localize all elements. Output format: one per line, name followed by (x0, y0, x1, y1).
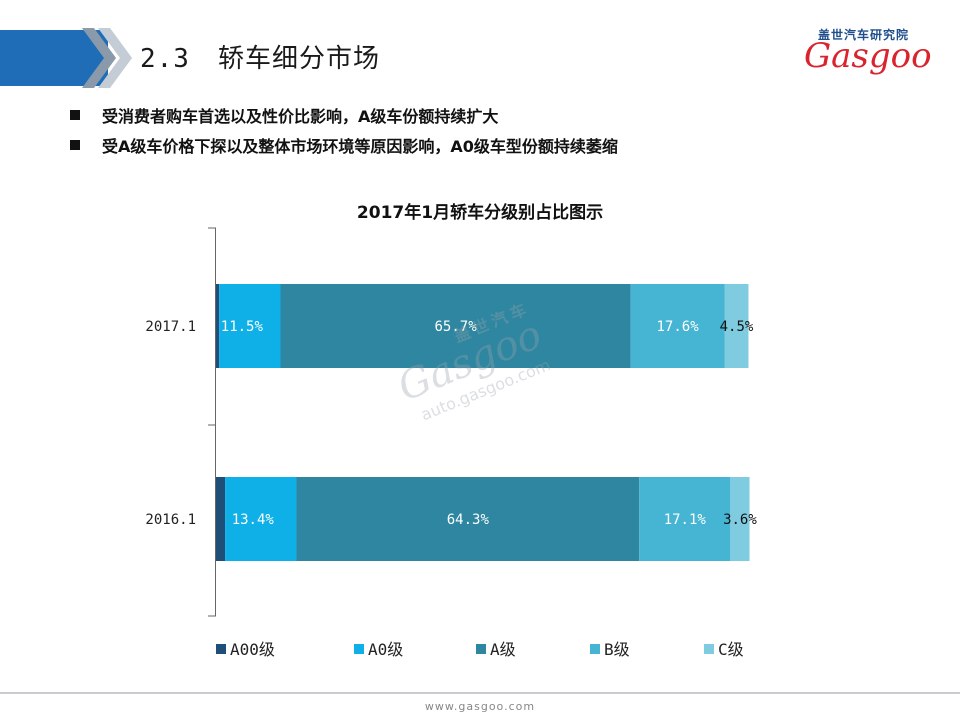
square-bullet-icon (70, 110, 80, 120)
page-title: 2.3 轿车细分市场 (140, 38, 380, 75)
legend-swatch (354, 644, 364, 654)
bullet-list: 受消费者购车首选以及性价比影响，A级车份额持续扩大 受A级车价格下探以及整体市场… (70, 100, 618, 160)
data-label: 65.7% (435, 319, 478, 335)
legend-label: A0级 (368, 640, 403, 659)
bar-segment (296, 477, 640, 561)
footer-divider (0, 692, 960, 694)
bullet-item: 受A级车价格下探以及整体市场环境等原因影响，A0级车型份额持续萎缩 (70, 130, 618, 160)
bullet-text: 受消费者购车首选以及性价比影响，A级车份额持续扩大 (102, 107, 499, 126)
header-accent-bar (0, 30, 108, 86)
bar-segment (219, 284, 281, 368)
footer-url: www.gasgoo.com (424, 700, 536, 713)
legend-swatch (704, 644, 714, 654)
data-label: 64.3% (447, 512, 490, 528)
bar-segment (730, 477, 750, 561)
square-bullet-icon (70, 140, 80, 150)
bar-segment (216, 284, 220, 368)
legend-swatch (590, 644, 600, 654)
logo-wordmark: Gasgoo (804, 36, 932, 76)
category-tick-label: 2016.1 (145, 512, 196, 528)
data-label: 13.4% (232, 512, 275, 528)
data-label: 17.1% (664, 512, 707, 528)
logo-word-text: Gasgoo (804, 36, 932, 76)
chevron-decoration-icon (82, 28, 132, 88)
logo-cn-text: 盖世汽车研究院 (818, 28, 910, 42)
section-number: 2.3 (140, 44, 190, 74)
chart-title: 2017年1月轿车分级别占比图示 (356, 203, 604, 223)
legend-label: C级 (718, 640, 744, 659)
bullet-text: 受A级车价格下探以及整体市场环境等原因影响，A0级车型份额持续萎缩 (102, 137, 618, 156)
bar-segment (630, 284, 725, 368)
data-label: 3.6% (723, 512, 757, 528)
data-label: 17.6% (656, 319, 699, 335)
bar-segment (639, 477, 731, 561)
legend-label: A00级 (230, 640, 275, 659)
legend-label: B级 (604, 640, 630, 659)
legend-swatch (476, 644, 486, 654)
bar-segment (216, 477, 226, 561)
legend-swatch (216, 644, 226, 654)
data-label: 4.5% (720, 319, 754, 335)
category-tick-label: 2017.1 (145, 319, 196, 335)
section-title-text: 轿车细分市场 (217, 44, 380, 74)
bar-segment (280, 284, 631, 368)
bar-segment (724, 284, 749, 368)
legend-label: A级 (490, 640, 516, 659)
stacked-bar-chart: 2017.1 11.5% 65.7% 17.6% 4.5% 2016.1 13.4% 64.3… (145, 227, 757, 659)
gasgoo-logo: 盖世汽车研究院 Gasgoo (790, 14, 950, 84)
bullet-item: 受消费者购车首选以及性价比影响，A级车份额持续扩大 (70, 100, 618, 130)
bar-segment (225, 477, 297, 561)
data-label: 11.5% (221, 319, 264, 335)
